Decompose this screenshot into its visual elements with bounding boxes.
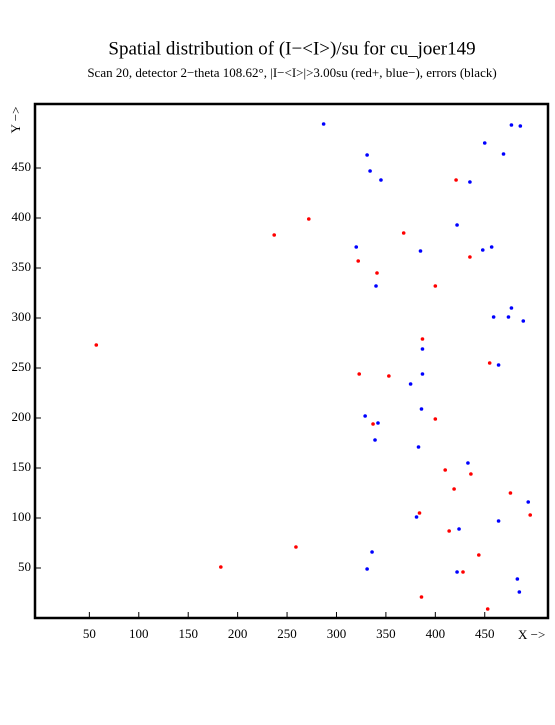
x-tick-label: 150 bbox=[178, 626, 198, 641]
point bbox=[506, 315, 511, 319]
point bbox=[374, 284, 378, 288]
point bbox=[414, 515, 419, 519]
point bbox=[94, 343, 99, 347]
point bbox=[491, 315, 496, 319]
point bbox=[455, 223, 459, 227]
point bbox=[408, 382, 413, 386]
point bbox=[455, 570, 459, 574]
x-tick-label: 50 bbox=[83, 626, 96, 641]
point bbox=[480, 248, 485, 252]
point bbox=[417, 511, 422, 515]
point bbox=[501, 152, 506, 156]
point bbox=[447, 529, 451, 533]
point bbox=[454, 178, 458, 182]
x-axis-label: X −> bbox=[518, 627, 545, 642]
point bbox=[419, 595, 424, 599]
point bbox=[379, 178, 383, 182]
y-tick-label: 150 bbox=[12, 459, 32, 474]
y-tick-label: 400 bbox=[12, 209, 32, 224]
point bbox=[457, 527, 461, 531]
y-axis-label: Y −> bbox=[8, 107, 23, 134]
plot-frame bbox=[33, 102, 550, 620]
point bbox=[418, 249, 423, 253]
x-tick-label: 350 bbox=[376, 626, 396, 641]
x-tick-label: 300 bbox=[327, 626, 347, 641]
point bbox=[461, 570, 465, 574]
point bbox=[443, 468, 448, 472]
point bbox=[401, 231, 406, 235]
point bbox=[508, 491, 513, 495]
point bbox=[368, 169, 372, 173]
point bbox=[365, 153, 369, 157]
point bbox=[515, 577, 520, 581]
x-tick-label: 450 bbox=[475, 626, 495, 641]
point bbox=[521, 319, 526, 323]
chart-subtitle: Scan 20, detector 2−theta 108.62°, |I−<I… bbox=[87, 65, 496, 80]
x-tick-label: 200 bbox=[228, 626, 248, 641]
y-tick-label: 300 bbox=[12, 309, 32, 324]
y-tick-label: 450 bbox=[12, 159, 32, 174]
point bbox=[357, 372, 362, 376]
point bbox=[370, 550, 374, 554]
point bbox=[354, 245, 359, 249]
x-tick-label: 250 bbox=[277, 626, 297, 641]
point bbox=[468, 180, 472, 184]
point bbox=[294, 545, 298, 549]
point bbox=[420, 372, 425, 376]
point bbox=[420, 337, 425, 341]
point bbox=[452, 487, 456, 491]
chart-title: Spatial distribution of (I−<I>)/su for c… bbox=[108, 38, 475, 59]
point bbox=[387, 374, 391, 378]
point bbox=[477, 553, 481, 557]
point bbox=[487, 361, 492, 365]
point bbox=[468, 255, 472, 259]
y-tick-label: 200 bbox=[12, 409, 32, 424]
point bbox=[509, 306, 514, 310]
point bbox=[371, 422, 375, 426]
point bbox=[356, 259, 361, 263]
point bbox=[518, 124, 523, 128]
point bbox=[433, 284, 438, 288]
x-tick-label: 400 bbox=[426, 626, 446, 641]
point bbox=[496, 519, 501, 523]
point bbox=[306, 217, 311, 221]
point bbox=[416, 445, 421, 449]
point bbox=[509, 123, 514, 127]
point bbox=[321, 122, 326, 126]
y-tick-label: 350 bbox=[12, 259, 32, 274]
point bbox=[469, 472, 473, 476]
point bbox=[496, 363, 501, 367]
point bbox=[375, 271, 379, 275]
point bbox=[272, 233, 277, 237]
y-tick-label: 100 bbox=[12, 509, 32, 524]
point bbox=[420, 347, 425, 351]
point bbox=[526, 500, 531, 504]
point bbox=[489, 245, 494, 249]
point bbox=[219, 565, 223, 569]
point bbox=[482, 141, 487, 145]
point bbox=[365, 567, 369, 571]
point bbox=[517, 590, 522, 594]
point bbox=[376, 421, 380, 425]
point bbox=[485, 607, 490, 611]
point bbox=[433, 417, 438, 421]
point bbox=[466, 461, 470, 465]
point bbox=[363, 414, 367, 418]
point bbox=[419, 407, 424, 411]
point bbox=[373, 438, 377, 442]
y-tick-label: 50 bbox=[18, 559, 31, 574]
y-tick-label: 250 bbox=[12, 359, 32, 374]
x-tick-label: 100 bbox=[129, 626, 149, 641]
point bbox=[528, 513, 533, 517]
